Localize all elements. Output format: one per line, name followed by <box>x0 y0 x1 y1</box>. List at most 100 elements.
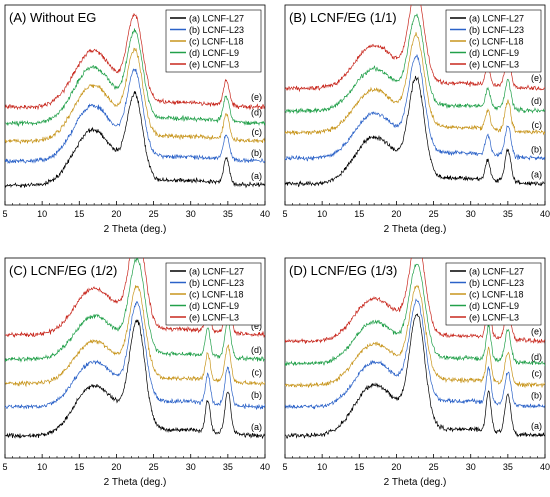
curve-label-a: (a) <box>531 170 542 180</box>
legend-entry: (d) LCNF-L9 <box>469 301 519 311</box>
curve-label-a: (a) <box>251 422 262 432</box>
legend-entry: (d) LCNF-L9 <box>469 48 519 58</box>
series-line-a <box>285 75 545 188</box>
legend-entry: (a) LCNF-L27 <box>469 13 524 23</box>
x-tick-label: 10 <box>37 209 47 219</box>
traces <box>5 12 265 189</box>
legend: (a) LCNF-L27 (b) LCNF-L23(c) LCNF-L18 (d) … <box>445 9 542 73</box>
legend-entry: (d) LCNF-L9 <box>189 48 239 58</box>
x-tick-label: 40 <box>540 209 550 219</box>
legend: (a) LCNF-L27 (b) LCNF-L23(c) LCNF-L18 (d) … <box>165 262 262 326</box>
panel-b: (a) (b) (c) (d) (e) (B) LCNF/EG (1/1) (a) LCNF… <box>282 4 550 235</box>
legend-entry: (c) LCNF-L18 <box>469 36 524 46</box>
legend-entry: (d) LCNF-L9 <box>189 301 239 311</box>
x-axis-title: 2 Theta (deg.) <box>104 477 167 488</box>
x-tick-label: 15 <box>354 209 364 219</box>
legend-entry: (b) LCNF-L23 <box>469 278 524 288</box>
traces <box>285 5 545 188</box>
legend: (a) LCNF-L27 (b) LCNF-L23(c) LCNF-L18 (d) … <box>165 9 262 73</box>
curve-label-b: (b) <box>251 148 262 158</box>
panel-a: (a) (b) (c) (d) (e) (A) Without EG (a) LCNF-L2… <box>2 4 270 235</box>
curve-label-e: (e) <box>251 92 262 102</box>
x-tick-label: 25 <box>149 209 159 219</box>
traces <box>5 258 265 440</box>
x-tick-label: 20 <box>391 462 401 472</box>
x-tick-label: 40 <box>540 462 550 472</box>
series-line-c <box>5 47 265 145</box>
legend-entry: (a) LCNF-L27 <box>469 266 524 276</box>
series-line-d <box>5 28 265 128</box>
series-line-a <box>285 313 545 439</box>
curve-label-d: (d) <box>531 96 542 106</box>
legend-entry: (e) LCNF-L3 <box>189 59 239 69</box>
panel-label: (D) LCNF/EG (1/3) <box>289 263 397 278</box>
traces <box>285 258 545 439</box>
x-tick-label: 15 <box>74 209 84 219</box>
series-line-e <box>5 12 265 111</box>
curve-label-e: (e) <box>251 321 262 331</box>
series-line-c <box>285 284 545 389</box>
x-tick-label: 30 <box>466 209 476 219</box>
legend-entry: (e) LCNF-L3 <box>469 59 519 69</box>
legend-entry: (c) LCNF-L18 <box>189 36 244 46</box>
x-tick-label: 40 <box>260 462 270 472</box>
panel-d: (a) (b) (c) (d) (e) (D) LCNF/EG (1/3) (a) LCNF… <box>282 257 550 488</box>
legend-entry: (b) LCNF-L23 <box>469 25 524 35</box>
x-tick-label: 25 <box>429 209 439 219</box>
x-tick-label: 10 <box>317 462 327 472</box>
series-line-e <box>5 258 265 339</box>
series-line-a <box>5 318 265 440</box>
legend-entry: (a) LCNF-L27 <box>189 266 244 276</box>
legend-entry: (c) LCNF-L18 <box>189 289 244 299</box>
x-tick-label: 35 <box>503 209 513 219</box>
legend-entry: (e) LCNF-L3 <box>469 312 519 322</box>
panel-c: (a) (b) (c) (d) (e) (C) LCNF/EG (1/2) (a) LCNF… <box>2 257 270 488</box>
curve-label-d: (d) <box>251 107 262 117</box>
curve-label-d: (d) <box>251 345 262 355</box>
legend-entry: (b) LCNF-L23 <box>189 278 244 288</box>
panel-label: (B) LCNF/EG (1/1) <box>289 10 397 25</box>
x-tick-label: 10 <box>317 209 327 219</box>
curve-label-c: (c) <box>532 368 543 378</box>
legend: (a) LCNF-L27 (b) LCNF-L23(c) LCNF-L18 (d) … <box>445 262 542 326</box>
x-tick-label: 5 <box>2 209 7 219</box>
x-tick-label: 40 <box>260 209 270 219</box>
curve-label-c: (c) <box>252 127 263 137</box>
curve-label-c: (c) <box>252 368 263 378</box>
curve-label-e: (e) <box>531 73 542 83</box>
x-axis-title: 2 Theta (deg.) <box>104 224 167 235</box>
curve-label-a: (a) <box>531 421 542 431</box>
series-line-b <box>5 301 265 411</box>
legend-entry: (b) LCNF-L23 <box>189 25 244 35</box>
plot-frame <box>284 257 546 459</box>
x-tick-label: 20 <box>391 209 401 219</box>
series-line-b <box>285 54 545 162</box>
series-line-d <box>5 258 265 363</box>
legend-entry: (a) LCNF-L27 <box>189 13 244 23</box>
x-tick-label: 20 <box>111 462 121 472</box>
x-tick-label: 5 <box>282 209 287 219</box>
curve-label-d: (d) <box>531 352 542 362</box>
curve-label-b: (b) <box>531 145 542 155</box>
x-tick-label: 30 <box>186 462 196 472</box>
plot-frame <box>284 4 546 206</box>
x-axis-title: 2 Theta (deg.) <box>384 477 447 488</box>
curve-label-b: (b) <box>531 391 542 401</box>
x-tick-label: 35 <box>503 462 513 472</box>
panel-label: (A) Without EG <box>9 10 96 25</box>
plot-frame <box>4 4 266 206</box>
series-line-e <box>285 5 545 93</box>
x-tick-label: 30 <box>466 462 476 472</box>
x-axis-title: 2 Theta (deg.) <box>384 224 447 235</box>
curve-label-b: (b) <box>251 390 262 400</box>
x-tick-label: 25 <box>149 462 159 472</box>
x-tick-label: 20 <box>111 209 121 219</box>
plot-frame <box>4 257 266 459</box>
legend-entry: (e) LCNF-L3 <box>189 312 239 322</box>
x-tick-label: 35 <box>223 209 233 219</box>
x-tick-label: 5 <box>282 462 287 472</box>
series-line-b <box>285 298 545 410</box>
curve-label-a: (a) <box>251 171 262 181</box>
legend-entry: (c) LCNF-L18 <box>469 289 524 299</box>
